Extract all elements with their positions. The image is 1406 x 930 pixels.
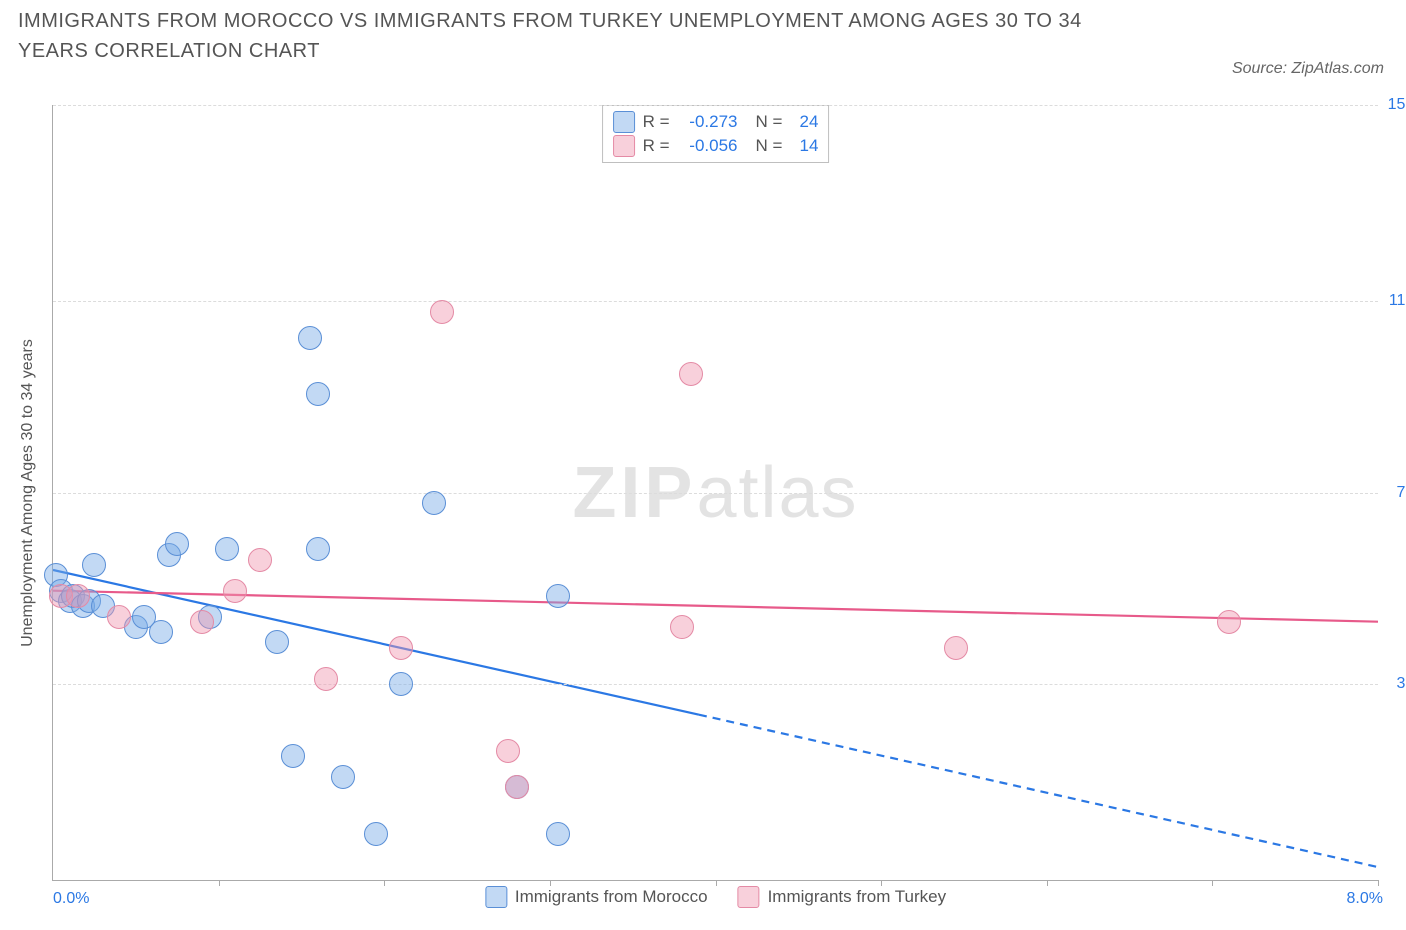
data-point-turkey bbox=[314, 667, 338, 691]
data-point-turkey bbox=[107, 605, 131, 629]
y-tick-label: 11.2% bbox=[1383, 292, 1406, 310]
y-tick-label: 7.5% bbox=[1383, 484, 1406, 502]
x-tick bbox=[1047, 880, 1048, 886]
legend-row-morocco: R =-0.273N =24 bbox=[613, 110, 819, 134]
data-point-turkey bbox=[430, 300, 454, 324]
data-point-morocco bbox=[389, 672, 413, 696]
data-point-morocco bbox=[546, 822, 570, 846]
y-tick-label: 3.8% bbox=[1383, 675, 1406, 693]
chart-title: IMMIGRANTS FROM MOROCCO VS IMMIGRANTS FR… bbox=[18, 6, 1118, 66]
x-max-label: 8.0% bbox=[1347, 890, 1383, 908]
data-point-turkey bbox=[679, 362, 703, 386]
data-point-morocco bbox=[215, 537, 239, 561]
gridline bbox=[53, 493, 1378, 494]
x-origin-label: 0.0% bbox=[53, 890, 89, 908]
data-point-morocco bbox=[165, 532, 189, 556]
y-axis-title: Unemployment Among Ages 30 to 34 years bbox=[19, 339, 37, 647]
data-point-morocco bbox=[298, 326, 322, 350]
data-point-turkey bbox=[1217, 610, 1241, 634]
gridline bbox=[53, 684, 1378, 685]
series-legend-morocco: Immigrants from Morocco bbox=[485, 886, 708, 908]
data-point-turkey bbox=[670, 615, 694, 639]
data-point-morocco bbox=[265, 630, 289, 654]
data-point-turkey bbox=[944, 636, 968, 660]
x-tick bbox=[1378, 880, 1379, 886]
data-point-turkey bbox=[248, 548, 272, 572]
data-point-morocco bbox=[149, 620, 173, 644]
data-point-turkey bbox=[66, 584, 90, 608]
plot-area: ZIPatlas R =-0.273N =24R =-0.056N =14 0.… bbox=[52, 105, 1378, 881]
chart-container: ZIPatlas R =-0.273N =24R =-0.056N =14 0.… bbox=[52, 105, 1377, 880]
data-point-morocco bbox=[306, 537, 330, 561]
data-point-morocco bbox=[422, 491, 446, 515]
data-point-morocco bbox=[281, 744, 305, 768]
data-point-turkey bbox=[496, 739, 520, 763]
data-point-morocco bbox=[331, 765, 355, 789]
source-label: Source: ZipAtlas.com bbox=[1232, 60, 1384, 78]
correlation-legend: R =-0.273N =24R =-0.056N =14 bbox=[602, 105, 830, 163]
data-point-turkey bbox=[190, 610, 214, 634]
data-point-morocco bbox=[546, 584, 570, 608]
x-tick bbox=[716, 880, 717, 886]
series-legend: Immigrants from Morocco Immigrants from T… bbox=[485, 886, 946, 908]
gridline bbox=[53, 301, 1378, 302]
data-point-turkey bbox=[389, 636, 413, 660]
gridline bbox=[53, 105, 1378, 106]
y-tick-label: 15.0% bbox=[1383, 96, 1406, 114]
legend-row-turkey: R =-0.056N =14 bbox=[613, 134, 819, 158]
x-tick bbox=[881, 880, 882, 886]
data-point-morocco bbox=[82, 553, 106, 577]
series-legend-turkey: Immigrants from Turkey bbox=[738, 886, 947, 908]
data-point-morocco bbox=[364, 822, 388, 846]
x-tick bbox=[384, 880, 385, 886]
data-point-turkey bbox=[505, 775, 529, 799]
data-point-morocco bbox=[306, 382, 330, 406]
x-tick bbox=[550, 880, 551, 886]
x-tick bbox=[219, 880, 220, 886]
x-tick bbox=[1212, 880, 1213, 886]
data-point-turkey bbox=[223, 579, 247, 603]
